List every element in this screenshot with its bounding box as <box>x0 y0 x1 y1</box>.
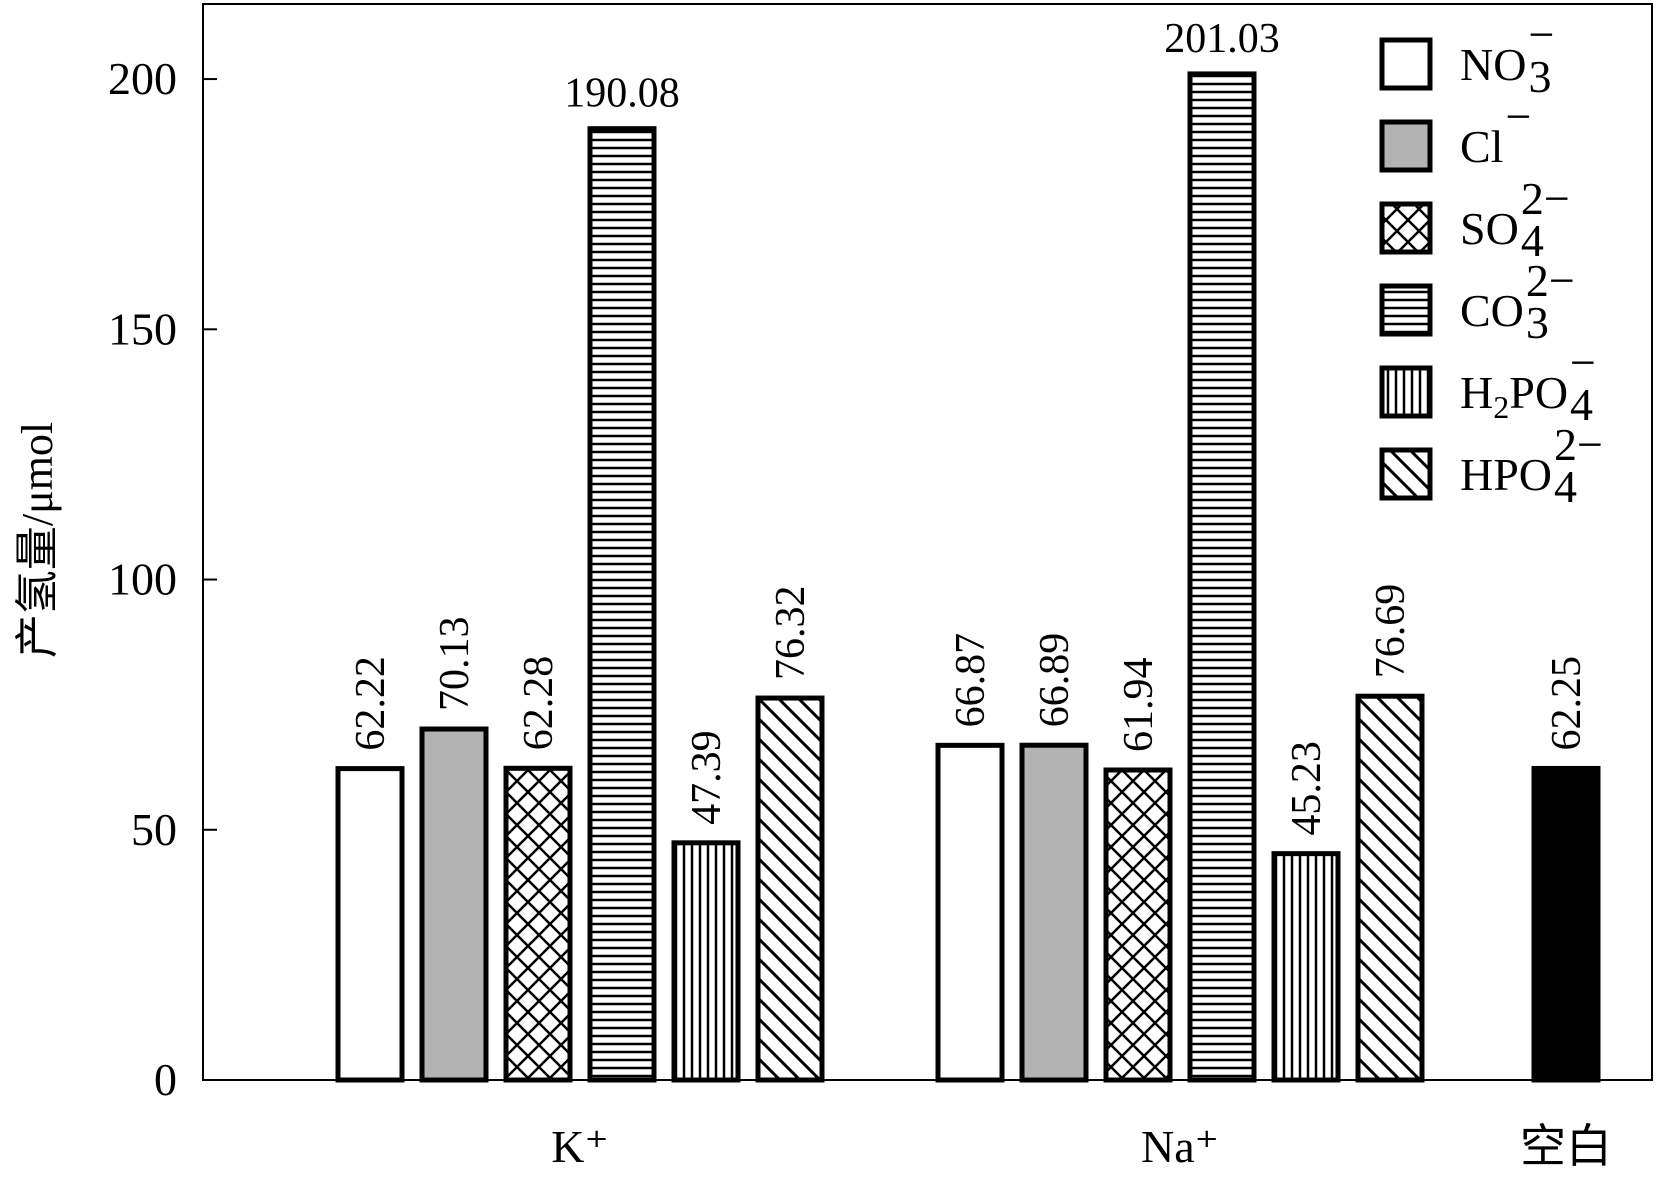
bar-hydrogen_phosphate <box>1355 693 1425 1083</box>
legend-label-chloride: Cl <box>1460 121 1503 172</box>
value-label: 70.13 <box>432 617 478 712</box>
bar-sulfate <box>1103 767 1173 1083</box>
y-tick-label: 150 <box>108 303 177 354</box>
bar-hydrogen_phosphate <box>755 695 825 1083</box>
value-label: 66.89 <box>1032 633 1078 728</box>
value-label: 62.25 <box>1544 656 1590 751</box>
legend-swatch-nitrate <box>1379 37 1433 91</box>
bar-dihydrogen_phosphate <box>1271 851 1341 1083</box>
category-label: Na⁺ <box>1141 1121 1219 1172</box>
legend-superscript: 2− <box>1521 173 1570 224</box>
bar-carbonate <box>587 126 657 1083</box>
value-label: 201.03 <box>1164 16 1280 62</box>
legend-superscript: 2− <box>1526 255 1575 306</box>
bar-chloride <box>419 726 489 1083</box>
bar-chloride <box>1019 742 1089 1083</box>
value-label: 76.32 <box>768 586 814 681</box>
value-label: 45.23 <box>1284 741 1330 836</box>
legend-swatch-carbonate <box>1379 283 1433 337</box>
bar-sulfate <box>503 765 573 1083</box>
value-label: 61.94 <box>1116 658 1162 753</box>
y-tick-label: 200 <box>108 53 177 104</box>
legend-label-nitrate: NO <box>1460 39 1526 90</box>
value-label: 62.22 <box>348 656 394 751</box>
legend-label-hydrogen_phosphate: HPO <box>1460 449 1552 500</box>
value-label: 47.39 <box>684 730 730 825</box>
bar-nitrate <box>935 742 1005 1083</box>
legend-superscript: − <box>1528 9 1554 60</box>
legend-subscript: 4 <box>1554 461 1577 512</box>
y-tick-label: 100 <box>108 554 177 605</box>
category-label: 空白 <box>1520 1121 1612 1172</box>
legend-swatch-dihydrogen_phosphate <box>1379 365 1433 419</box>
value-label: 62.28 <box>516 656 562 751</box>
legend-swatch-chloride <box>1379 119 1433 173</box>
y-axis-label: 产氢量/μmol <box>13 422 62 658</box>
plot-frame <box>202 3 1653 1081</box>
legend-swatch-sulfate <box>1379 201 1433 255</box>
bar-blank <box>1531 765 1601 1083</box>
legend-label-dihydrogen_phosphate: H2PO <box>1460 367 1568 425</box>
legend-subscript: 3 <box>1528 51 1551 102</box>
legend-subscript: 4 <box>1570 379 1593 430</box>
y-tick-label: 50 <box>131 804 177 855</box>
bar-carbonate <box>1187 71 1257 1083</box>
legend-superscript: 2− <box>1554 419 1603 470</box>
legend-superscript: − <box>1570 337 1596 388</box>
legend-label-carbonate: CO <box>1460 285 1524 336</box>
legend-subscript: 4 <box>1521 215 1544 266</box>
y-tick-label: 0 <box>154 1054 177 1105</box>
bar-dihydrogen_phosphate <box>671 840 741 1083</box>
legend-superscript: − <box>1505 91 1531 142</box>
category-label: K⁺ <box>551 1121 609 1172</box>
legend-label-sulfate: SO <box>1460 203 1519 254</box>
bar-nitrate <box>335 766 405 1083</box>
value-label: 190.08 <box>564 71 680 117</box>
legend-subscript: 3 <box>1526 297 1549 348</box>
value-label: 66.87 <box>948 633 994 728</box>
value-label: 76.69 <box>1368 584 1414 679</box>
legend-swatch-hydrogen_phosphate <box>1379 447 1433 501</box>
